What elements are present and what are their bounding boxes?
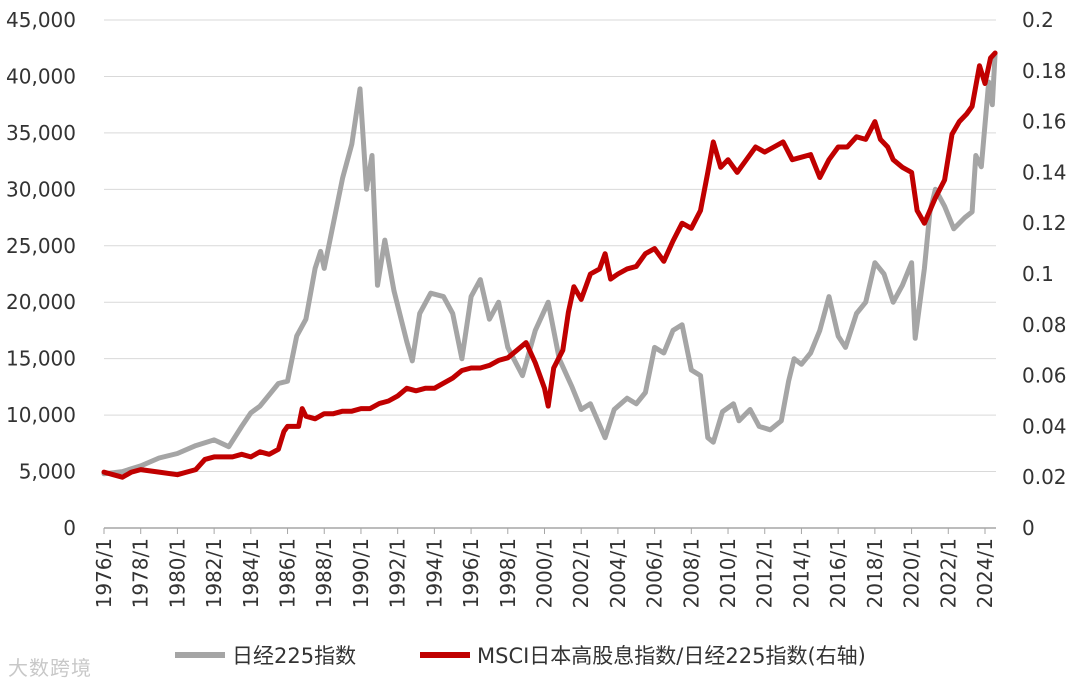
x-tick-label: 2018/1 bbox=[863, 538, 887, 608]
x-tick-label: 1996/1 bbox=[459, 538, 483, 608]
series-layer bbox=[101, 50, 998, 480]
x-tick-label: 2024/1 bbox=[973, 538, 997, 608]
x-tick-label: 1978/1 bbox=[129, 538, 153, 608]
y-right-tick-label: 0 bbox=[1022, 516, 1035, 540]
y-right-tick-label: 0.02 bbox=[1022, 465, 1067, 489]
y-right-tick-label: 0.14 bbox=[1022, 160, 1067, 184]
x-tick-label: 1984/1 bbox=[239, 538, 263, 608]
grid-lines bbox=[104, 19, 996, 473]
y-right-tick-label: 0.2 bbox=[1022, 8, 1054, 32]
y-left-tick-label: 40,000 bbox=[6, 64, 76, 88]
y-right-tick-label: 0.18 bbox=[1022, 59, 1067, 83]
watermark-logo: 大数跨境 bbox=[8, 656, 92, 680]
x-tick-label: 1980/1 bbox=[165, 538, 189, 608]
x-tick-label: 1994/1 bbox=[422, 538, 446, 608]
x-tick-label: 2016/1 bbox=[826, 538, 850, 608]
y-axis-left: 0 5,000 10,000 15,000 20,000 25,000 30,000 35,0… bbox=[6, 8, 76, 540]
x-tick-label: 2014/1 bbox=[789, 538, 813, 608]
y-right-tick-label: 0.1 bbox=[1022, 262, 1054, 286]
series-line-nikkei bbox=[101, 51, 998, 477]
x-axis: 1976/1 1978/1 1980/1 1982/1 1984/1 1986/1 1988… bbox=[92, 527, 997, 608]
x-tick-label: 2000/1 bbox=[532, 538, 556, 608]
y-right-tick-label: 0.06 bbox=[1022, 364, 1067, 388]
x-tick-label: 2022/1 bbox=[936, 538, 960, 608]
x-tick-label: 1990/1 bbox=[349, 538, 373, 608]
y-right-tick-label: 0.16 bbox=[1022, 110, 1067, 134]
x-tick-label: 2012/1 bbox=[753, 538, 777, 608]
y-right-tick-label: 0.08 bbox=[1022, 313, 1067, 337]
y-left-tick-label: 45,000 bbox=[6, 8, 76, 32]
y-right-tick-label: 0.04 bbox=[1022, 414, 1067, 438]
y-left-tick-label: 35,000 bbox=[6, 121, 76, 145]
x-tick-label: 2002/1 bbox=[569, 538, 593, 608]
x-tick-label: 2010/1 bbox=[716, 538, 740, 608]
y-left-tick-label: 25,000 bbox=[6, 234, 76, 258]
y-left-tick-label: 20,000 bbox=[6, 290, 76, 314]
y-axis-right: 0 0.02 0.04 0.06 0.08 0.1 0.12 0.14 0.16 0.18 0.2 bbox=[1022, 8, 1067, 540]
legend: 日经225指数 MSCI日本高股息指数/日经225指数(右轴) bbox=[175, 644, 866, 668]
series-line-ratio bbox=[101, 50, 998, 480]
x-tick-label: 1982/1 bbox=[202, 538, 226, 608]
y-left-tick-label: 30,000 bbox=[6, 177, 76, 201]
y-left-tick-label: 10,000 bbox=[6, 403, 76, 427]
x-tick-label: 1988/1 bbox=[312, 538, 336, 608]
y-left-tick-label: 0 bbox=[63, 516, 76, 540]
x-tick-label: 2006/1 bbox=[643, 538, 667, 608]
x-tick-label: 2020/1 bbox=[900, 538, 924, 608]
x-tick-label: 1986/1 bbox=[276, 538, 300, 608]
y-left-tick-label: 5,000 bbox=[19, 460, 76, 484]
legend-label-ratio: MSCI日本高股息指数/日经225指数(右轴) bbox=[477, 644, 866, 668]
legend-label-nikkei: 日经225指数 bbox=[232, 644, 356, 668]
x-tick-label: 2004/1 bbox=[606, 538, 630, 608]
y-right-tick-label: 0.12 bbox=[1022, 211, 1067, 235]
x-tick-label: 1992/1 bbox=[386, 538, 410, 608]
x-tick-label: 1976/1 bbox=[92, 538, 116, 608]
x-tick-label: 2008/1 bbox=[679, 538, 703, 608]
y-left-tick-label: 15,000 bbox=[6, 347, 76, 371]
x-tick-label: 1998/1 bbox=[496, 538, 520, 608]
